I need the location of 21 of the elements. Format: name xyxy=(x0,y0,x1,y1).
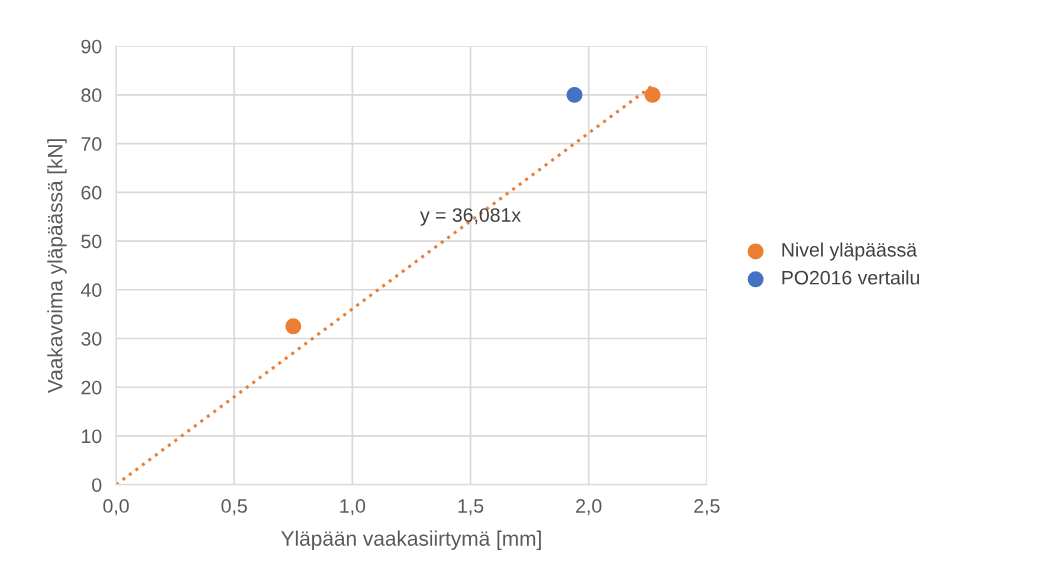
y-tick-label: 10 xyxy=(82,429,102,444)
x-tick-label: 2,0 xyxy=(576,499,602,516)
x-tick-label: 0,5 xyxy=(221,499,247,516)
y-tick-label: 70 xyxy=(81,137,102,151)
y-tick-label: 0 xyxy=(92,478,102,492)
legend-label: PO2016 vertailu xyxy=(782,270,920,285)
x-tick-label: 2,5 xyxy=(694,499,720,516)
y-tick-label: 40 xyxy=(80,283,102,298)
x-tick-label: 0,0 xyxy=(103,499,129,516)
x-tick-label: 1,5 xyxy=(458,499,484,516)
y-tick-label: 50 xyxy=(81,234,102,249)
y-tick-label: 80 xyxy=(81,88,102,103)
y-axis-title: Vaakavoima yläpäässä [kN] xyxy=(47,139,67,394)
annotation: y = 36,081x xyxy=(420,208,521,226)
x-tick-label: 1,0 xyxy=(340,499,366,516)
legend-label: Nivel yläpäässä xyxy=(782,242,918,261)
y-tick-label: 90 xyxy=(81,39,102,54)
x-axis-title: Yläpään vaakasiirtymä [mm] xyxy=(281,530,541,550)
y-tick-label: 20 xyxy=(81,380,102,395)
y-tick-label: 30 xyxy=(81,331,102,346)
y-tick-label: 60 xyxy=(81,185,102,200)
